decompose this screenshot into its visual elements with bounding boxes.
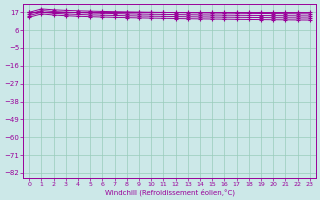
X-axis label: Windchill (Refroidissement éolien,°C): Windchill (Refroidissement éolien,°C) bbox=[105, 188, 235, 196]
